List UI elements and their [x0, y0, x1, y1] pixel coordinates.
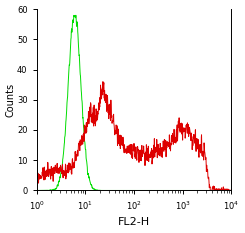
Y-axis label: Counts: Counts	[6, 83, 15, 117]
X-axis label: FL2-H: FL2-H	[118, 217, 150, 227]
